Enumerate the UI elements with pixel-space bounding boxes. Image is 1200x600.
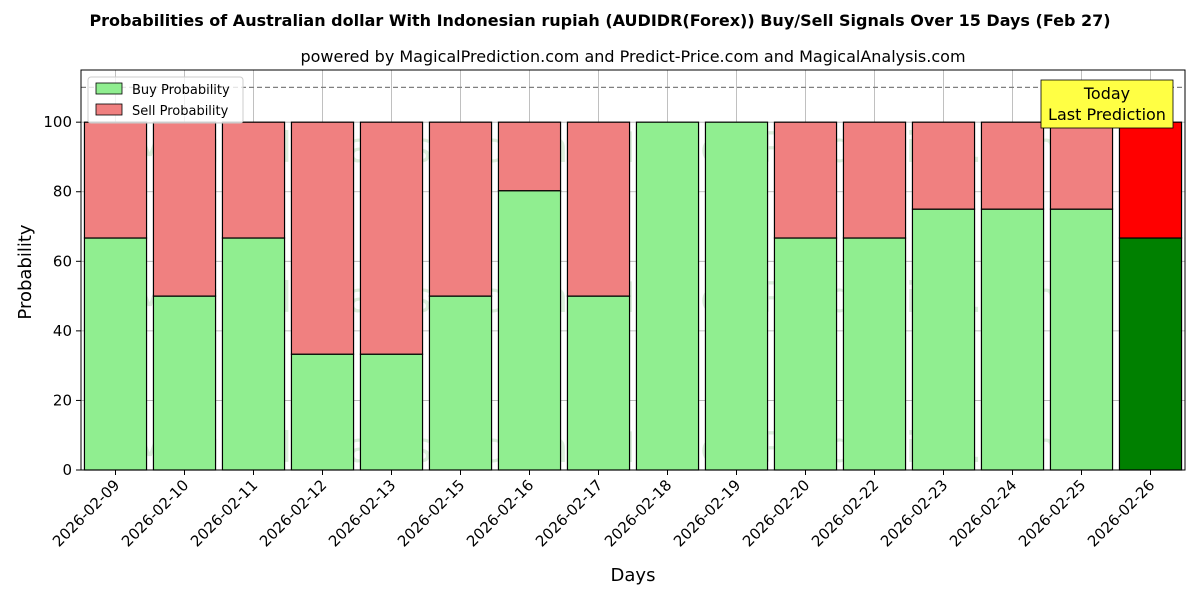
bar-sell — [1049, 121, 1114, 210]
legend-swatch-sell — [95, 103, 123, 116]
plot-frame — [80, 69, 1186, 471]
bar-buy — [842, 237, 907, 471]
x-tick-label: 2026-02-09 — [49, 476, 123, 550]
bar-buy — [359, 353, 424, 471]
legend-label-sell: Sell Probability — [132, 104, 229, 119]
bar-sell — [1118, 121, 1183, 239]
x-axis-label: Days — [611, 565, 656, 586]
bar-sell — [773, 121, 838, 239]
bar-sell — [428, 121, 493, 297]
x-tick-label: 2026-02-19 — [670, 476, 744, 550]
bar-buy — [1049, 208, 1114, 471]
bar-buy — [980, 208, 1045, 471]
y-tick-label: 60 — [53, 252, 72, 270]
bar-buy — [497, 190, 562, 471]
today-annotation-line1: Today — [1083, 84, 1130, 103]
bar-sell — [566, 121, 631, 297]
bar-sell — [290, 121, 355, 355]
today-annotation-line2: Last Prediction — [1048, 105, 1166, 124]
bar-sell — [911, 121, 976, 210]
legend: Buy Probability Sell Probability — [87, 76, 244, 124]
bar-sell — [83, 121, 148, 239]
bar-sell — [980, 121, 1045, 210]
bar-buy — [704, 121, 769, 471]
x-tick-label: 2026-02-17 — [532, 476, 606, 550]
y-axis-label: Probability — [15, 224, 36, 319]
legend-label-buy: Buy Probability — [132, 83, 230, 98]
x-tick-label: 2026-02-16 — [463, 476, 537, 550]
legend-box — [87, 76, 244, 124]
x-tick-label: 2026-02-10 — [118, 476, 192, 550]
x-tick-label: 2026-02-13 — [325, 476, 399, 550]
x-tick-label: 2026-02-20 — [739, 476, 813, 550]
bar-buy — [635, 121, 700, 471]
chart-title: Probabilities of Australian dollar With … — [89, 11, 1110, 30]
bar-sell — [842, 121, 907, 239]
legend-swatch-buy — [95, 82, 123, 95]
today-annotation: Today Last Prediction — [1040, 79, 1174, 129]
x-tick-label: 2026-02-24 — [946, 476, 1020, 550]
bar-sell — [152, 121, 217, 297]
y-tick-label: 0 — [62, 461, 72, 479]
x-tick-label: 2026-02-22 — [808, 476, 882, 550]
x-tick-label: 2026-02-15 — [394, 476, 468, 550]
y-tick-label: 40 — [53, 322, 72, 340]
bar-buy — [1118, 237, 1183, 471]
bar-buy — [773, 237, 838, 471]
today-annotation-box — [1040, 79, 1174, 129]
y-tick-label: 20 — [53, 391, 72, 409]
bar-sell — [497, 121, 562, 192]
bar-buy — [83, 237, 148, 471]
bars — [81, 86, 1185, 471]
x-tick-label: 2026-02-26 — [1084, 476, 1158, 550]
bar-buy — [911, 208, 976, 471]
chart-subtitle: powered by MagicalPrediction.com and Pre… — [300, 47, 965, 66]
bar-sell — [221, 121, 286, 239]
y-tick-label: 100 — [43, 113, 72, 131]
bar-sell — [359, 121, 424, 355]
y-tick-label: 80 — [53, 183, 72, 201]
bar-buy — [290, 353, 355, 471]
bar-buy — [566, 295, 631, 471]
x-tick-label: 2026-02-18 — [601, 476, 675, 550]
bar-buy — [221, 237, 286, 471]
x-tick-label: 2026-02-12 — [256, 476, 330, 550]
x-tick-label: 2026-02-25 — [1015, 476, 1089, 550]
x-tick-label: 2026-02-23 — [877, 476, 951, 550]
x-tick-label: 2026-02-11 — [187, 476, 261, 550]
bar-buy — [428, 295, 493, 471]
bar-buy — [152, 295, 217, 471]
